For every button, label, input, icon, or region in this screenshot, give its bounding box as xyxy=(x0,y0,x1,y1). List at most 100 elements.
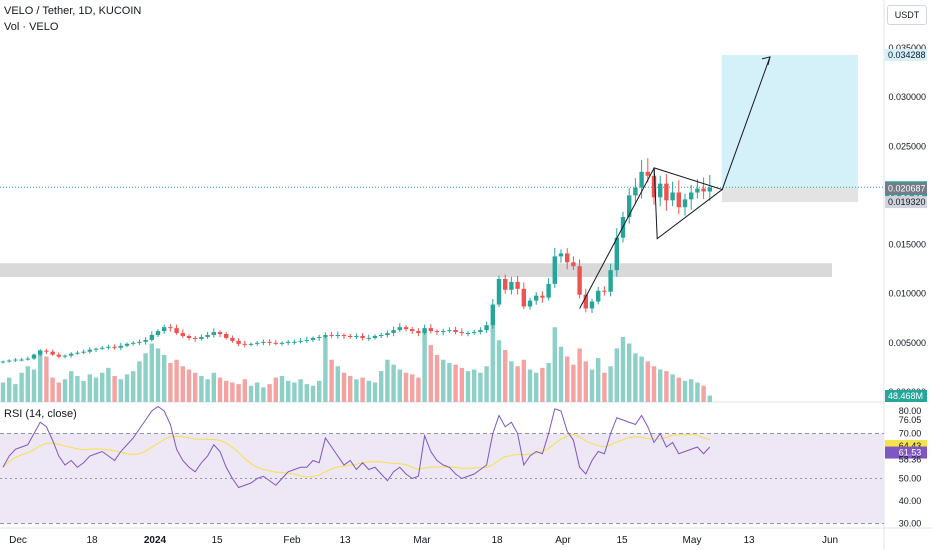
candle xyxy=(639,159,644,199)
volume-bar xyxy=(217,377,223,402)
candle xyxy=(162,324,167,334)
candle-body xyxy=(286,341,291,343)
time-tick-label: Mar xyxy=(413,535,431,546)
volume-bar xyxy=(341,372,347,402)
volume-indicator-label[interactable]: Vol · VELO xyxy=(4,21,59,33)
volume-bar xyxy=(403,372,409,402)
candle xyxy=(428,324,433,334)
candle-body xyxy=(372,335,378,338)
volume-bar xyxy=(509,361,514,402)
volume-bar xyxy=(286,380,291,402)
volume-bar xyxy=(664,371,669,402)
candle-body xyxy=(651,175,657,198)
candle-body xyxy=(422,328,427,334)
candle xyxy=(168,324,173,332)
target-box xyxy=(721,54,858,188)
candle xyxy=(689,184,694,210)
candle-body xyxy=(645,171,650,176)
candle-body xyxy=(478,330,483,333)
candle-body xyxy=(521,288,526,307)
candle-body xyxy=(261,341,266,343)
volume-bar xyxy=(540,367,545,402)
candle-body xyxy=(0,361,6,363)
volume-bar xyxy=(571,364,576,402)
volume-bar xyxy=(7,377,12,402)
volume-bar xyxy=(25,366,30,402)
volume-bar xyxy=(174,359,179,402)
rsi-indicator-label[interactable]: RSI (14, close) xyxy=(4,408,77,420)
volume-bar xyxy=(360,377,365,402)
time-tick-label: 18 xyxy=(86,535,98,546)
rsi-tick-label: 70.00 xyxy=(899,429,922,439)
candle xyxy=(205,331,210,340)
candle xyxy=(360,332,365,341)
candle-body xyxy=(112,346,117,348)
currency-button[interactable]: USDT xyxy=(887,5,927,25)
candle xyxy=(143,337,148,345)
volume-bar xyxy=(676,377,681,402)
volume-bar xyxy=(645,361,650,402)
volume-bar xyxy=(670,374,675,402)
candle xyxy=(273,339,278,346)
volume-badge-bg xyxy=(885,390,927,402)
volume-bar xyxy=(651,366,657,402)
candle-body xyxy=(106,346,111,348)
support-zone xyxy=(721,187,858,203)
candle xyxy=(465,331,471,337)
candle-body xyxy=(205,334,210,337)
volume-bar xyxy=(658,369,663,402)
candle-body xyxy=(608,270,613,292)
volume-bar xyxy=(93,377,99,402)
candle-body xyxy=(583,294,588,309)
resistance-zone xyxy=(0,263,832,278)
price-tick-label: 0.035000 xyxy=(888,43,926,53)
volume-bar xyxy=(19,372,24,402)
volume-bar xyxy=(465,371,471,402)
volume-bar xyxy=(131,371,136,402)
candle xyxy=(255,340,260,346)
candle-body xyxy=(118,345,123,348)
volume-bar xyxy=(348,376,353,402)
candle-body xyxy=(416,331,421,334)
volume-bar xyxy=(515,366,520,402)
candle-body xyxy=(124,343,130,346)
candle xyxy=(701,177,706,200)
volume-bar xyxy=(236,384,241,402)
candle xyxy=(248,342,254,347)
volume-bar xyxy=(267,384,272,402)
volume-bar xyxy=(534,372,539,402)
candle-body xyxy=(31,354,37,359)
candle-body xyxy=(571,262,576,267)
candle-body xyxy=(310,337,316,340)
trendline-drawings[interactable] xyxy=(579,56,771,309)
time-axis[interactable]: Dec 18 2024 15 Feb 13 Mar 18 Apr 15 May 13 Jun xyxy=(9,535,838,546)
volume-bar xyxy=(577,348,582,402)
candle xyxy=(38,349,43,357)
candle-body xyxy=(379,334,384,336)
symbol-title[interactable]: VELO / Tether, 1D, KUCOIN xyxy=(4,5,142,17)
candle-body xyxy=(453,330,458,333)
volume-bar xyxy=(273,377,278,402)
time-tick-label: 2024 xyxy=(144,535,167,546)
candle-body xyxy=(180,333,185,336)
candle-body xyxy=(589,301,595,309)
volume-bar xyxy=(682,380,688,402)
candle xyxy=(682,193,688,216)
volume-bar xyxy=(552,327,557,402)
candle-body xyxy=(676,192,681,208)
candle-body xyxy=(279,342,285,344)
price-badge-bg xyxy=(885,182,927,195)
candle-body xyxy=(87,349,92,352)
candle xyxy=(174,324,179,335)
candle-body xyxy=(496,278,502,305)
candle-body xyxy=(131,342,136,344)
volume-bar xyxy=(292,382,297,402)
volume-bar xyxy=(317,380,322,402)
price-axis[interactable]: 0.035000 0.030000 0.025000 0.015000 0.010000… xyxy=(885,43,927,529)
candle xyxy=(608,263,613,297)
candle xyxy=(335,331,340,339)
candle xyxy=(199,334,204,341)
volume-bar xyxy=(608,366,613,402)
volume-bar xyxy=(279,376,285,402)
